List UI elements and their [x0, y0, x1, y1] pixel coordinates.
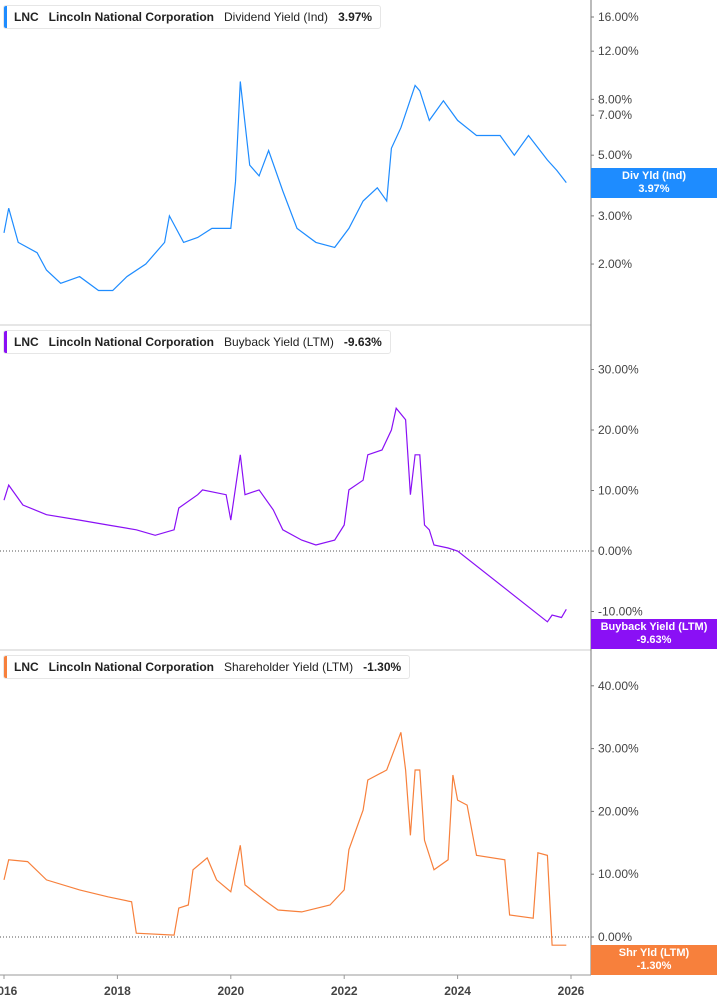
legend-buyback-yield: LNC Lincoln National Corporation Buyback… [3, 330, 391, 354]
y-tick-label: 20.00% [598, 804, 639, 818]
y-tick-label: 10.00% [598, 484, 639, 498]
box-label: Div Yld (Ind) [622, 170, 686, 182]
y-tick-label: 40.00% [598, 679, 639, 693]
box-label: Buyback Yield (LTM) [600, 621, 708, 633]
last-value-box-dividend: Div Yld (Ind) 3.97% [591, 168, 717, 198]
y-tick-label: 3.00% [598, 209, 632, 223]
box-value: -9.63% [636, 634, 672, 646]
x-tick-label: 2020 [217, 984, 244, 998]
last-value-box-shareholder: Shr Yld (LTM) -1.30% [591, 945, 717, 975]
y-tick-label: 0.00% [598, 544, 632, 558]
series-line-2 [3, 732, 567, 946]
box-value: 3.97% [638, 183, 670, 195]
company-name: Lincoln National Corporation [48, 660, 214, 674]
y-tick-label: 8.00% [598, 92, 632, 106]
metric-value: -9.63% [343, 335, 382, 349]
company-name: Lincoln National Corporation [48, 335, 214, 349]
y-tick-label: 16.00% [598, 10, 639, 24]
series-color-marker [4, 656, 7, 678]
metric-name: Dividend Yield (Ind) [224, 10, 329, 24]
y-tick-label: 10.00% [598, 867, 639, 881]
metric-name: Buyback Yield (LTM) [224, 335, 334, 349]
x-tick-label: 2022 [331, 984, 358, 998]
last-value-box-buyback: Buyback Yield (LTM) -9.63% [591, 619, 717, 649]
ticker: LNC [14, 10, 39, 24]
y-tick-label: -10.00% [598, 605, 643, 619]
legend-dividend-yield: LNC Lincoln National Corporation Dividen… [3, 5, 382, 29]
series-line-0 [3, 81, 567, 292]
ticker: LNC [14, 660, 39, 674]
metric-name: Shareholder Yield (LTM) [224, 660, 354, 674]
legend-shareholder-yield: LNC Lincoln National Corporation Shareho… [3, 655, 411, 679]
x-tick-label: 2018 [104, 984, 131, 998]
series-color-marker [4, 331, 7, 353]
y-tick-label: 0.00% [598, 930, 632, 944]
metric-value: 3.97% [338, 10, 373, 24]
y-tick-label: 20.00% [598, 423, 639, 437]
y-tick-label: 2.00% [598, 257, 632, 271]
series-color-marker [4, 6, 7, 28]
box-label: Shr Yld (LTM) [618, 947, 690, 959]
series-line-1 [3, 406, 567, 623]
x-tick-label: 2024 [444, 984, 471, 998]
y-tick-label: 12.00% [598, 44, 639, 58]
company-name: Lincoln National Corporation [48, 10, 214, 24]
ticker: LNC [14, 335, 39, 349]
y-tick-label: 30.00% [598, 363, 639, 377]
box-value: -1.30% [636, 960, 672, 972]
metric-value: -1.30% [363, 660, 402, 674]
y-tick-label: 5.00% [598, 148, 632, 162]
y-tick-label: 30.00% [598, 742, 639, 756]
x-tick-label: 2026 [558, 984, 585, 998]
y-tick-label: 7.00% [598, 108, 632, 122]
x-tick-label: 2016 [0, 984, 18, 998]
